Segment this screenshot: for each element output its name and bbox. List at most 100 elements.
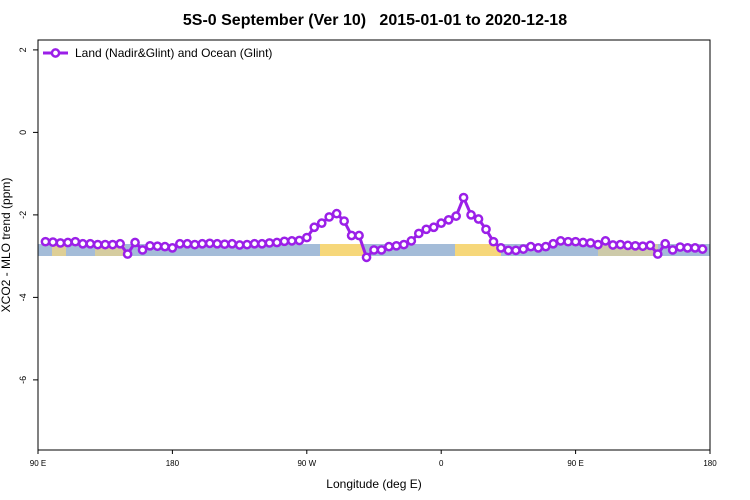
y-tick-label: -4 [18, 293, 28, 301]
point [48, 237, 58, 247]
point [40, 236, 51, 247]
point [548, 238, 559, 249]
point [287, 236, 297, 246]
x-tick-label: 90 W [297, 459, 316, 468]
point [481, 224, 491, 235]
point [675, 242, 685, 252]
x-axis-label: Longitude (deg E) [326, 477, 421, 491]
point [615, 239, 626, 250]
point [122, 249, 133, 259]
point [234, 240, 245, 250]
point [376, 245, 387, 255]
point [443, 214, 454, 225]
point [70, 236, 81, 247]
x-tick-label: 90 E [567, 459, 583, 468]
point [451, 211, 461, 221]
point [100, 239, 111, 250]
point [391, 240, 402, 251]
point [578, 237, 588, 248]
point [593, 239, 603, 250]
point [264, 238, 275, 248]
point [160, 241, 170, 252]
point [428, 222, 439, 233]
point [346, 230, 357, 241]
point [272, 237, 282, 248]
point [63, 237, 73, 248]
point [518, 244, 529, 254]
point [413, 228, 424, 239]
point [660, 238, 671, 249]
point [697, 244, 708, 254]
point [690, 243, 700, 253]
point [399, 239, 409, 250]
point [115, 238, 125, 249]
point [503, 245, 514, 256]
y-axis-label: XCO2 - MLO trend (ppm) [0, 178, 13, 313]
point [137, 245, 148, 255]
point [219, 239, 230, 250]
y-tick-label: -6 [18, 376, 28, 384]
point [421, 224, 432, 235]
point [145, 240, 155, 251]
point [294, 235, 305, 246]
point [630, 240, 641, 251]
point [197, 238, 208, 249]
point [406, 236, 417, 246]
point [652, 249, 663, 259]
x-tick-label: 180 [166, 459, 180, 468]
point [623, 240, 633, 251]
point [570, 236, 581, 247]
point [563, 236, 573, 247]
point [436, 218, 447, 228]
point [637, 241, 648, 252]
x-tick-label: 90 E [30, 459, 46, 468]
point [585, 238, 596, 248]
chart-title: 5S-0 September (Ver 10) 2015-01-01 to 20… [183, 12, 567, 29]
point [85, 238, 96, 249]
point [309, 222, 320, 233]
y-tick-label: 0 [18, 130, 28, 135]
point [384, 241, 394, 252]
point [466, 210, 476, 220]
point [324, 212, 335, 222]
point [249, 238, 260, 249]
point [316, 218, 327, 228]
point [77, 238, 88, 249]
point [92, 239, 103, 250]
point [458, 192, 469, 203]
point [533, 243, 544, 253]
point [511, 245, 521, 256]
point [608, 240, 618, 250]
point [212, 238, 223, 249]
point [167, 243, 178, 253]
point [152, 241, 163, 252]
point [369, 245, 379, 255]
point [473, 214, 484, 224]
point [540, 241, 551, 252]
point [682, 243, 693, 253]
point [279, 236, 290, 247]
point [645, 240, 656, 251]
point [667, 245, 678, 255]
point [496, 243, 506, 253]
point [227, 238, 237, 249]
legend-label: Land (Nadir&Glint) and Ocean (Glint) [75, 46, 272, 60]
y-tick-label: -2 [18, 211, 28, 219]
point [242, 239, 252, 250]
point [525, 241, 536, 252]
point [301, 232, 312, 243]
plot-frame [37, 39, 711, 451]
x-tick-label: 180 [703, 459, 717, 468]
y-tick-label: 2 [18, 47, 28, 52]
x-tick-label: 0 [439, 459, 444, 468]
point [55, 238, 66, 248]
point [361, 252, 372, 263]
point [488, 236, 499, 247]
point [331, 208, 342, 219]
point [175, 238, 185, 249]
point [555, 236, 566, 246]
point [107, 239, 118, 250]
point [600, 236, 611, 246]
legend-marker [50, 48, 61, 58]
